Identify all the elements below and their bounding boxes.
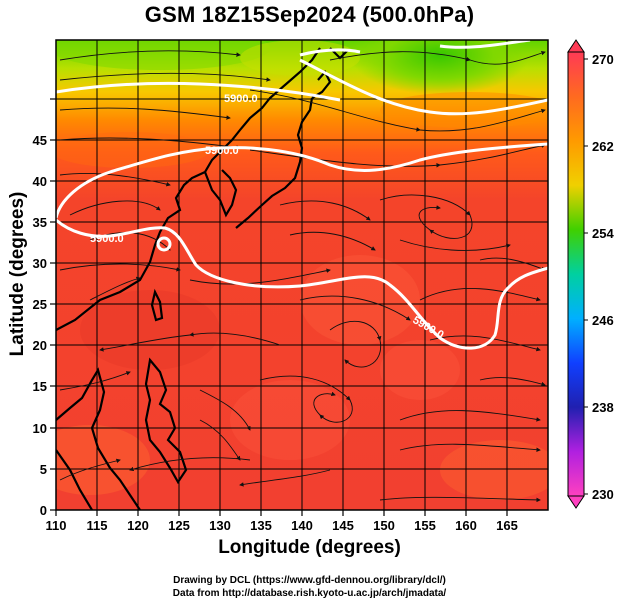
y-tick-label: 15 [33, 379, 47, 394]
credit-drawing: Drawing by DCL (https://www.gfd-dennou.o… [173, 575, 446, 586]
colorbar: 270 262 254 246 238 230 [567, 39, 614, 509]
credit-data-source: Data from http://database.rish.kyoto-u.a… [172, 588, 447, 599]
y-tick-label: 25 [33, 297, 47, 312]
colorbar-tick-label: 230 [592, 487, 614, 502]
colorbar-top-arrow [567, 39, 585, 53]
axis-tick-marks [50, 98, 508, 516]
x-tick-label: 140 [291, 518, 313, 533]
x-tick-label: 155 [414, 518, 436, 533]
y-tick-label: 5 [40, 462, 47, 477]
contour-label: 5900.0 [205, 145, 239, 157]
colorbar-tick-label: 246 [592, 313, 614, 328]
colorbar-tick-label: 254 [592, 226, 614, 241]
map-title: GSM 18Z15Sep2024 (500.0hPa) [144, 2, 475, 27]
contour-label: 5900.0 [224, 93, 258, 105]
x-axis-label: Longitude (degrees) [218, 537, 401, 558]
x-tick-label: 125 [168, 518, 190, 533]
y-tick-label: 45 [33, 133, 47, 148]
colorbar-tick-label: 270 [592, 52, 614, 67]
x-tick-label: 130 [209, 518, 231, 533]
x-tick-label: 160 [455, 518, 477, 533]
x-tick-label: 110 [46, 518, 67, 533]
lat-lon-grid [56, 40, 548, 510]
x-tick-label: 120 [127, 518, 149, 533]
wind-streamlines [59, 50, 546, 503]
colorbar-tick-label: 238 [592, 400, 614, 415]
x-tick-label: 165 [496, 518, 518, 533]
y-tick-label: 20 [33, 338, 47, 353]
y-axis-label: Latitude (degrees) [7, 191, 28, 357]
x-tick-label: 150 [373, 518, 395, 533]
y-tick-label: 0 [40, 503, 47, 518]
x-tick-label: 145 [332, 518, 354, 533]
colorbar-bottom-arrow [567, 495, 585, 509]
y-tick-label: 35 [33, 215, 47, 230]
x-tick-label: 135 [250, 518, 272, 533]
y-tick-label: 40 [33, 174, 47, 189]
contour-5900 [56, 40, 548, 350]
y-tick-label: 30 [33, 256, 47, 271]
colorbar-scale [567, 51, 585, 497]
x-tick-label: 115 [87, 518, 108, 533]
colorbar-tick-label: 262 [592, 139, 614, 154]
y-tick-label: 10 [33, 421, 47, 436]
contour-label: 5900.0 [90, 233, 124, 245]
